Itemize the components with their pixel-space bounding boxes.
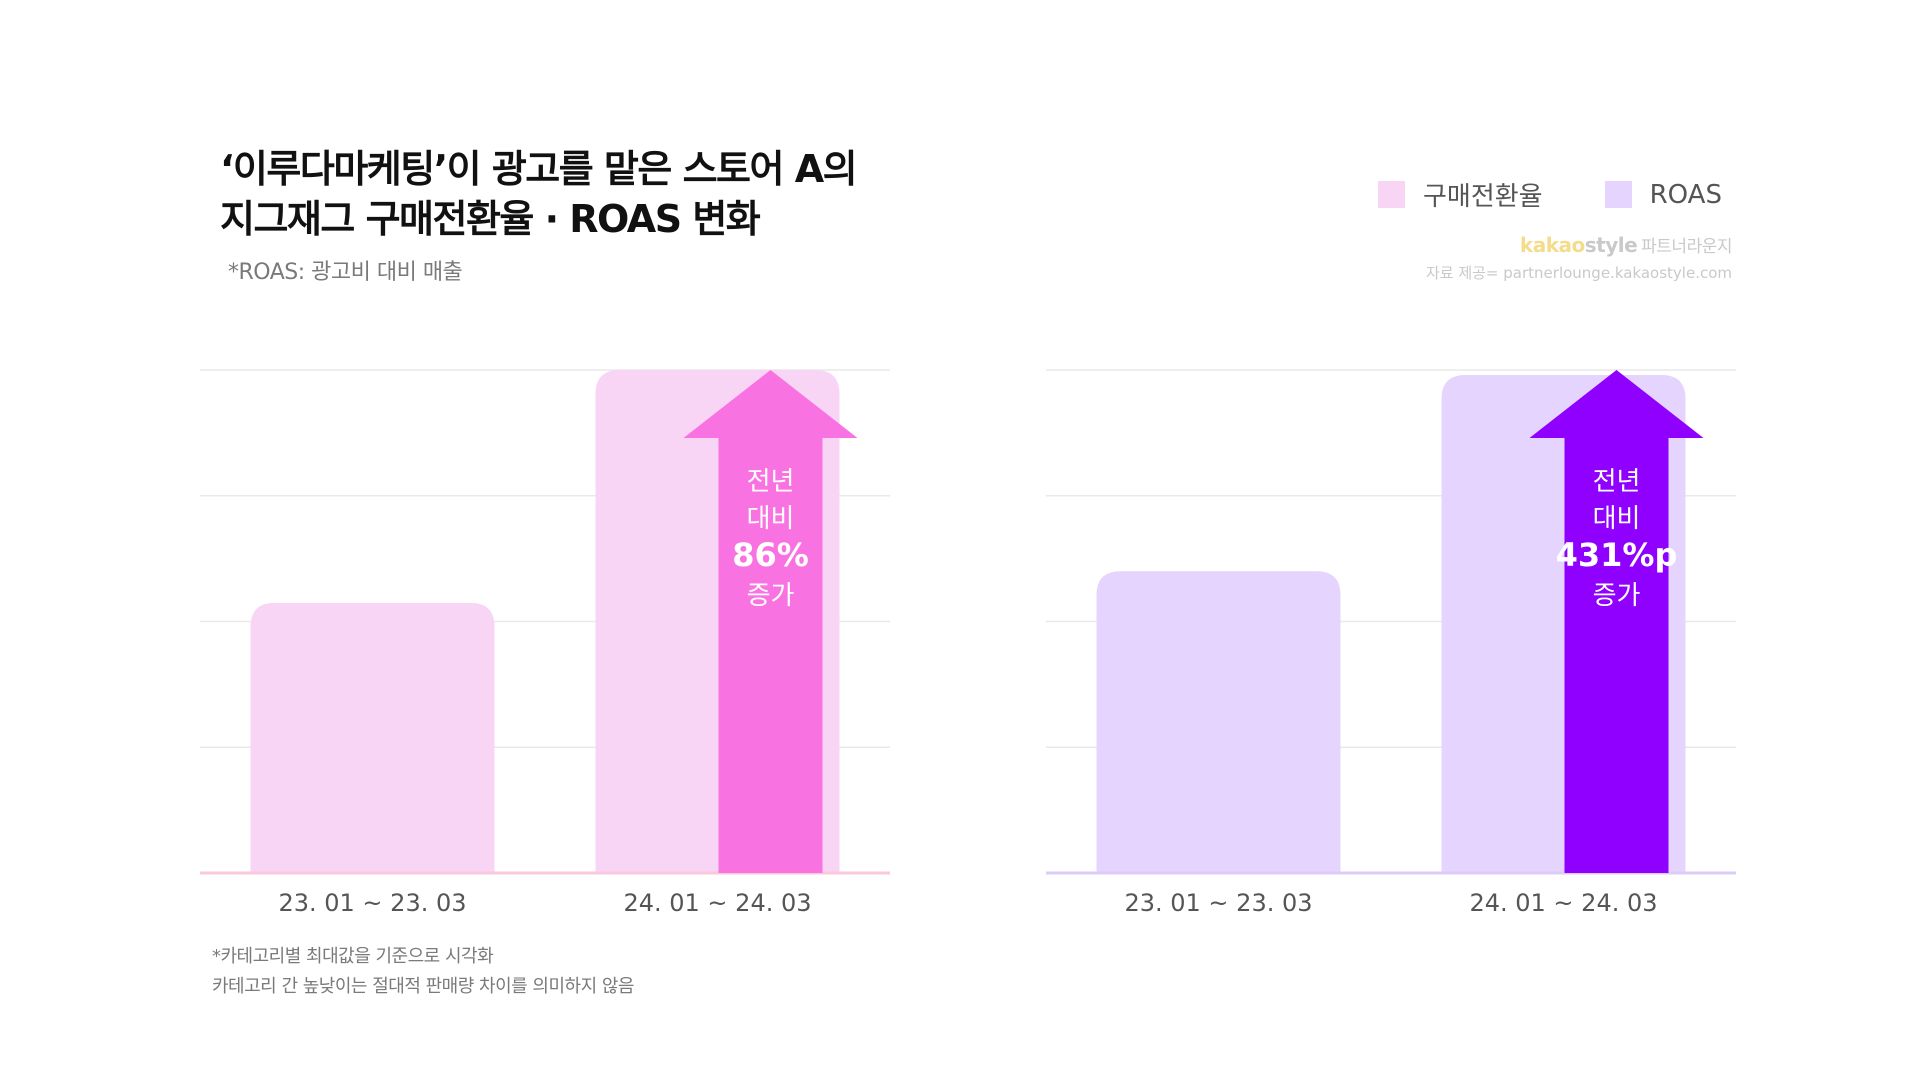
x-tick-label: 23. 01 ~ 23. 03	[278, 889, 466, 917]
chart-title-line-2: 지그재그 구매전환율 · ROAS 변화	[220, 197, 761, 241]
source-credit: 자료 제공= partnerlounge.kakaostyle.com	[1425, 264, 1732, 282]
footnote: *카테고리별 최대값을 기준으로 시각화 카테고리 간 높낮이는 절대적 판매량…	[212, 942, 635, 1002]
x-tick-label: 24. 01 ~ 24. 03	[1469, 889, 1657, 917]
conversion-growth-arrow	[683, 370, 858, 873]
roas-growth-arrow	[1529, 370, 1704, 873]
footnote-line-2: 카테고리 간 높낮이는 절대적 판매량 차이를 의미하지 않음	[212, 976, 635, 997]
legend-item-roas: ROAS	[1604, 179, 1722, 210]
footnote-line-1: *카테고리별 최대값을 기준으로 시각화	[212, 946, 494, 967]
x-tick-label: 24. 01 ~ 24. 03	[623, 889, 811, 917]
growth-annotation-line: 431%p	[1556, 536, 1678, 574]
legend-label-roas: ROAS	[1649, 179, 1722, 210]
growth-annotation-line: 대비	[1593, 504, 1641, 534]
legend-label-conversion: 구매전환율	[1423, 182, 1543, 212]
growth-annotation-line: 전년	[1593, 467, 1641, 497]
legend-swatch-roas	[1604, 181, 1632, 208]
chart-subtitle: *ROAS: 광고비 대비 매출	[228, 260, 463, 285]
growth-annotation-line: 증가	[1593, 581, 1641, 611]
legend: 구매전환율 ROAS	[1378, 176, 1722, 213]
growth-annotation-line: 대비	[747, 504, 795, 534]
growth-annotation-line: 86%	[732, 536, 809, 574]
conversion-bar-0	[250, 602, 495, 873]
brand-logo: kakaostyle 파트너라운지	[1519, 232, 1733, 257]
growth-annotation-line: 증가	[747, 581, 795, 611]
brand-style: style	[1584, 233, 1638, 257]
brand-kakao: kakao	[1519, 233, 1585, 257]
chart-title-line-1: ‘이루다마케팅’이 광고를 맡은 스토어 A의	[220, 147, 858, 191]
roas-bar-0	[1096, 571, 1341, 873]
x-tick-label: 23. 01 ~ 23. 03	[1124, 889, 1312, 917]
chart-title: ‘이루다마케팅’이 광고를 맡은 스토어 A의 지그재그 구매전환율 · ROA…	[220, 144, 858, 244]
legend-swatch-conversion	[1378, 181, 1405, 208]
legend-item-conversion: 구매전환율	[1378, 176, 1543, 213]
growth-annotation-line: 전년	[747, 467, 795, 497]
brand-suffix: 파트너라운지	[1641, 237, 1732, 257]
